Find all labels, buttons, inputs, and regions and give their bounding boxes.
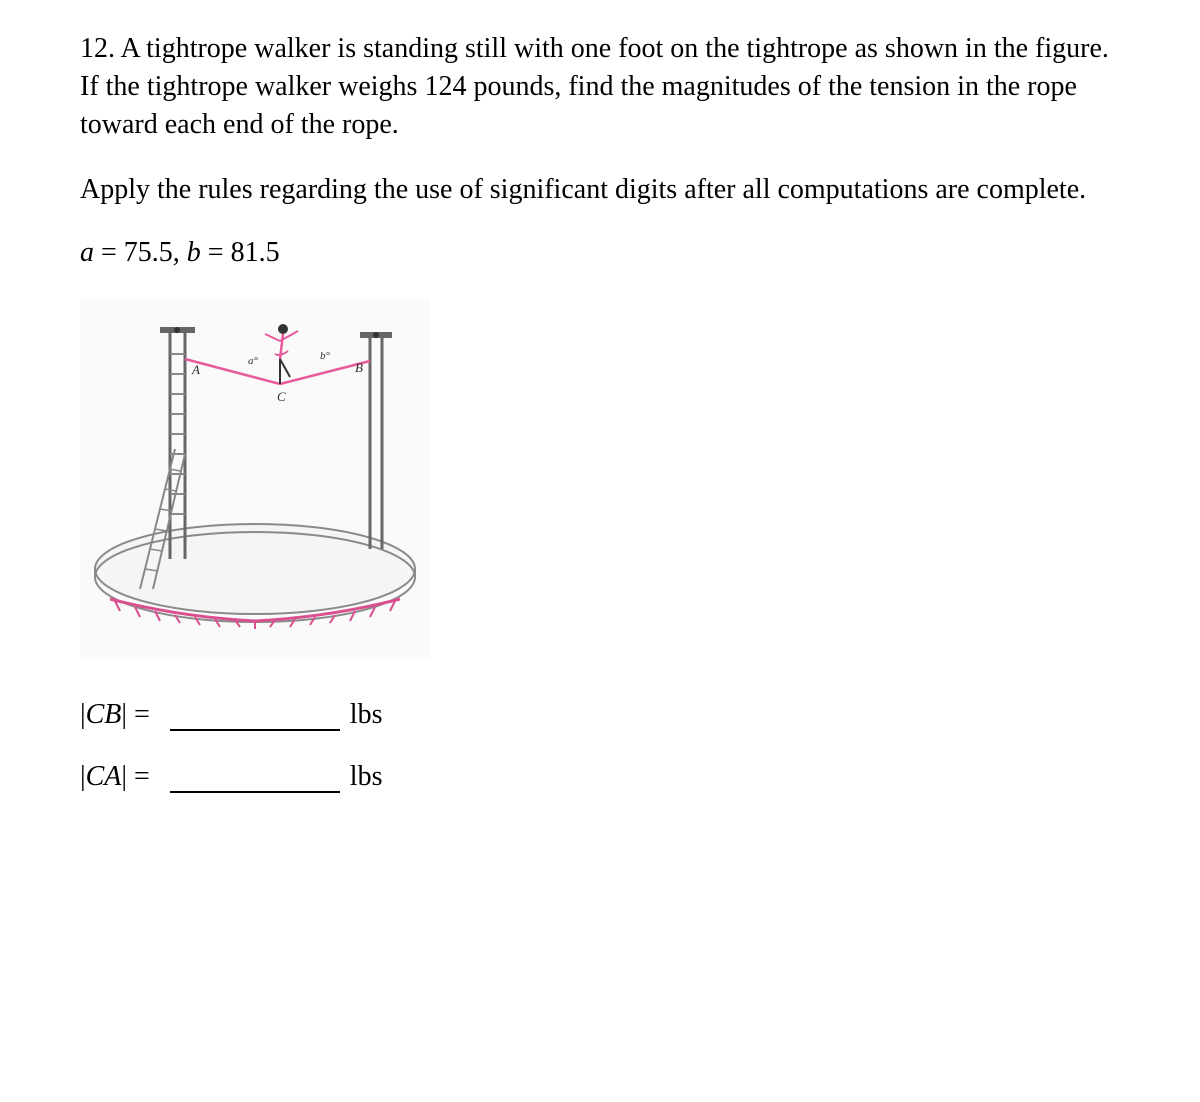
- label-B: B: [355, 360, 363, 375]
- parameters: a = 75.5, b = 81.5: [80, 237, 1120, 269]
- param-b-var: b: [187, 237, 201, 268]
- label-A: A: [191, 362, 200, 377]
- answer-cb-row: |CB| = lbs: [80, 699, 1120, 731]
- instruction: Apply the rules regarding the use of sig…: [80, 171, 1120, 209]
- answer-cb-blank[interactable]: [170, 703, 340, 731]
- param-a-val: 75.5: [124, 237, 173, 268]
- label-C: C: [277, 389, 286, 404]
- label-a-angle: a°: [248, 355, 259, 367]
- problem-body: A tightrope walker is standing still wit…: [80, 33, 1109, 140]
- answer-ca-blank[interactable]: [170, 765, 340, 793]
- answer-cb-label: |CB| =: [80, 699, 150, 731]
- answer-ca-label: |CA| =: [80, 761, 150, 793]
- answer-cb-unit: lbs: [350, 699, 383, 731]
- param-b-val: 81.5: [231, 237, 280, 268]
- tightrope-diagram: A B C a° b°: [80, 299, 430, 659]
- label-b-angle: b°: [320, 350, 331, 362]
- problem-statement: 12. A tightrope walker is standing still…: [80, 30, 1120, 143]
- answer-ca-row: |CA| = lbs: [80, 761, 1120, 793]
- param-a-var: a: [80, 237, 94, 268]
- answer-ca-unit: lbs: [350, 761, 383, 793]
- problem-number: 12.: [80, 33, 115, 64]
